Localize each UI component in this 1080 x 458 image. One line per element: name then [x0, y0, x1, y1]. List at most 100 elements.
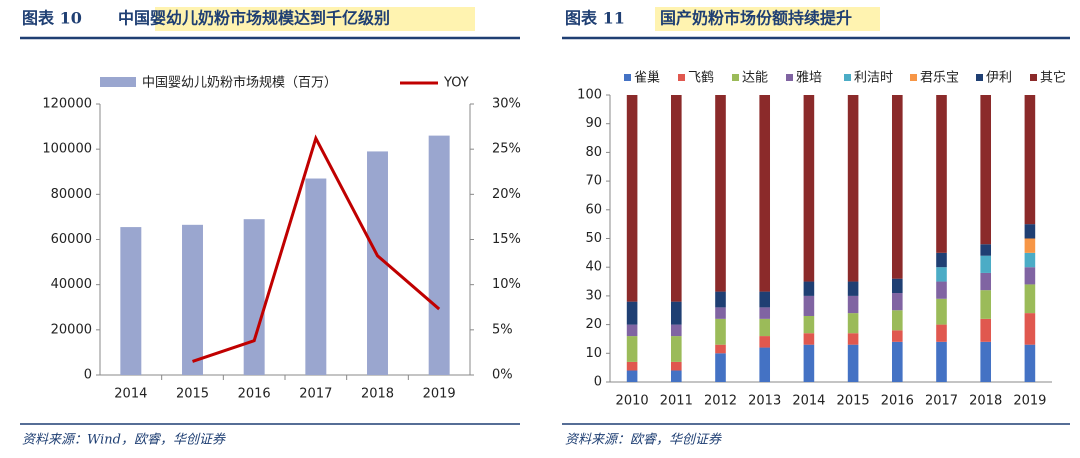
bar-segment: [980, 272, 992, 291]
y-tick-label: 30: [585, 288, 602, 303]
bar-segment: [891, 278, 903, 294]
y2-tick-label: 15%: [492, 232, 521, 247]
y-tick-label: 20: [585, 317, 602, 332]
bar-segment: [891, 95, 903, 279]
bar: [367, 151, 388, 375]
bar-segment: [803, 295, 815, 316]
bar-segment: [715, 291, 726, 308]
bar-segment: [670, 361, 682, 371]
bar-segment: [626, 301, 638, 325]
bar-segment: [803, 95, 815, 282]
legend-swatch: [976, 74, 983, 81]
bar-segment: [670, 301, 682, 325]
bar: [305, 178, 327, 375]
bar-segment: [1024, 224, 1036, 239]
bar-segment: [759, 95, 771, 292]
y2-tick-label: 20%: [492, 187, 521, 202]
bar-segment: [626, 95, 638, 302]
x-tick-label: 2018: [969, 394, 1002, 409]
legend-swatch: [624, 74, 631, 81]
bar-segment: [759, 291, 771, 308]
bar: [182, 224, 203, 375]
bar-segment: [936, 95, 947, 253]
bar: [120, 227, 142, 375]
bar-segment: [715, 95, 726, 292]
legend-swatch: [100, 77, 136, 87]
bar-segment: [936, 341, 947, 382]
bar-segment: [936, 267, 947, 282]
bar-segment: [847, 313, 859, 334]
y-tick-label: 0: [84, 368, 92, 383]
x-tick-label: 2017: [299, 387, 332, 402]
y2-tick-label: 25%: [492, 142, 521, 157]
legend-label: 君乐宝: [920, 71, 959, 86]
x-tick-label: 2016: [881, 394, 914, 409]
y-tick-label: 120000: [42, 97, 92, 112]
bar-segment: [847, 333, 859, 345]
legend-label: 利洁时: [854, 71, 893, 86]
bar-segment: [626, 324, 638, 337]
y-tick-label: 0: [594, 375, 602, 390]
bar-segment: [759, 307, 771, 319]
bar-segment: [891, 310, 903, 331]
bar-segment: [980, 318, 992, 342]
bar-segment: [759, 318, 771, 337]
y-tick-label: 50: [585, 231, 602, 246]
legend-swatch: [910, 74, 917, 81]
legend-swatch: [844, 74, 851, 81]
bar-segment: [936, 298, 947, 325]
bar-segment: [803, 281, 815, 296]
bar-segment: [847, 281, 859, 296]
x-tick-label: 2015: [837, 394, 870, 409]
bar-segment: [1024, 344, 1036, 382]
y2-tick-label: 0%: [492, 368, 513, 383]
bar-segment: [626, 336, 638, 362]
bar-segment: [980, 244, 992, 256]
bar-segment: [1024, 95, 1036, 225]
bar-segment: [670, 324, 682, 337]
y-tick-label: 100: [577, 88, 602, 103]
bar-segment: [715, 344, 726, 354]
source-note: 资料来源：Wind，欧睿，华创证券: [22, 433, 226, 448]
legend-label: 飞鹤: [688, 70, 714, 86]
bar-segment: [670, 95, 682, 302]
bar-segment: [1024, 252, 1036, 268]
y-tick-label: 80000: [51, 187, 92, 202]
bar-segment: [670, 370, 682, 382]
y2-tick-label: 10%: [492, 277, 521, 292]
y-tick-label: 40: [585, 260, 602, 275]
y-tick-label: 80: [585, 145, 602, 160]
legend-label: 伊利: [986, 71, 1012, 86]
x-tick-label: 2019: [1013, 394, 1046, 409]
bar-segment: [803, 333, 815, 345]
x-tick-label: 2014: [792, 394, 825, 409]
x-tick-label: 2018: [361, 387, 394, 402]
legend-label: 雅培: [796, 70, 822, 86]
title-highlight: [155, 7, 475, 31]
bar-segment: [670, 336, 682, 362]
bar-segment: [980, 341, 992, 382]
y-tick-label: 60000: [51, 232, 92, 247]
bar-segment: [803, 344, 815, 382]
bar-segment: [891, 341, 903, 382]
x-tick-label: 2016: [238, 387, 271, 402]
x-tick-label: 2014: [114, 387, 147, 402]
bar-segment: [980, 255, 992, 273]
bar-segment: [891, 293, 903, 311]
bar-segment: [1024, 267, 1036, 285]
y-tick-label: 90: [585, 116, 602, 131]
y-tick-label: 10: [585, 346, 602, 361]
figure-label: 图表 10: [22, 9, 82, 28]
x-tick-label: 2013: [748, 394, 781, 409]
bar-segment: [980, 290, 992, 319]
bar-segment: [1024, 238, 1036, 253]
x-tick-label: 2011: [660, 394, 693, 409]
y-tick-label: 100000: [42, 142, 92, 157]
x-tick-label: 2010: [616, 394, 649, 409]
bar-segment: [626, 370, 638, 382]
x-tick-label: 2012: [704, 394, 737, 409]
bar-segment: [715, 318, 726, 345]
legend-label: 中国婴幼儿奶粉市场规模（百万）: [142, 75, 337, 91]
legend-label: YOY: [443, 76, 469, 91]
